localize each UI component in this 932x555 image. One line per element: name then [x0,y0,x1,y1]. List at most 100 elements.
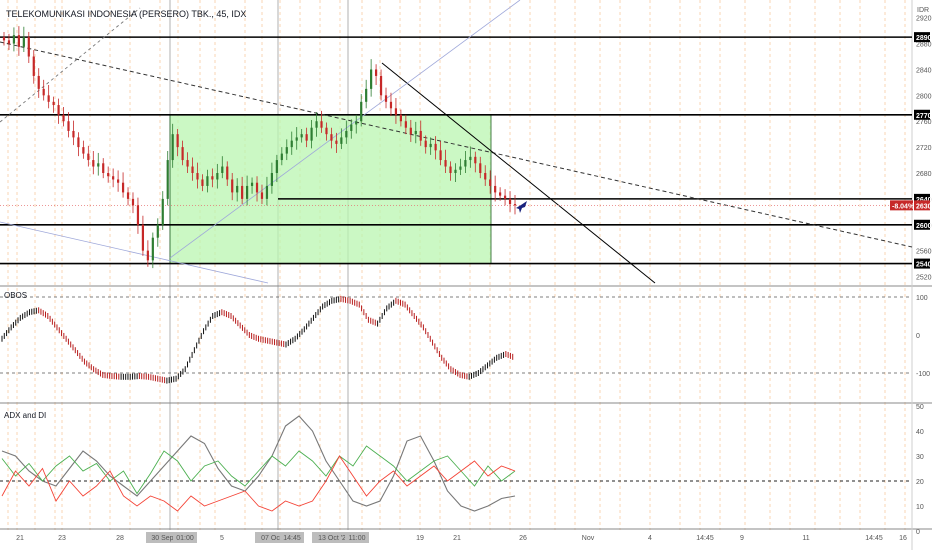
obos-label: OBOS [4,291,27,300]
candle-body [2,37,6,41]
candle-body [315,121,318,128]
candle-body [300,134,303,138]
x-axis-tick: 01:00 [176,535,194,542]
candle-body [92,160,95,167]
level-tag-text: 2540 [916,262,932,269]
currency-label: IDR [917,7,929,14]
adx-axis-tick: 30 [916,454,924,461]
candle-body [434,143,437,151]
obos-axis-tick: 0 [916,333,920,340]
x-tick-highlight [255,532,299,543]
candle-body [474,156,477,164]
candle-body [330,134,333,141]
candle-body [221,166,224,173]
candle-body [136,205,140,225]
candle-body [196,173,199,180]
candle-body [320,121,323,128]
price-axis-tick: 2840 [916,67,932,74]
candle-body [181,147,184,161]
x-axis-tick: 07 Oct '20 [261,535,293,542]
candle-body [87,153,90,161]
candle-body [245,185,249,199]
candle-body [7,40,11,44]
candle-body [444,160,447,167]
candle-body [484,173,487,180]
candle-body [62,114,65,122]
candle-body [27,37,30,57]
x-axis-tick: 30 Sep '20 [151,535,184,542]
x-tick-highlight [146,532,190,543]
candle-body [126,192,130,199]
candle-body [161,198,164,225]
candle-body [513,204,517,206]
adx-axis-tick: 50 [916,404,924,411]
x-axis-tick: 5 [220,535,224,542]
candle-body [265,185,269,199]
candle-body [77,137,80,148]
candle-body [191,166,194,173]
candle-body [399,114,402,122]
candle-body [97,163,100,167]
candle-body [305,134,308,141]
rocket-icon [516,201,527,213]
candle-body [419,130,422,141]
candle-body [365,88,368,102]
level-tag-text: 2890 [916,35,932,42]
candle-body [216,173,219,180]
adx-axis-tick: 0 [916,529,920,536]
candle-body [360,101,363,122]
candle-body [102,163,105,173]
candle-body [464,160,467,167]
x-axis-tick: 28 [116,535,124,542]
candle-body [255,182,259,193]
candle-body [260,192,264,199]
candle-body [17,35,20,47]
price-axis-tick: 2720 [916,145,932,152]
candle-body [489,179,492,186]
x-axis-tick: 21 [453,535,461,542]
candle-body [355,121,358,125]
candle-body [236,185,239,193]
candle-body [82,147,85,154]
x-axis-tick: 4 [648,535,652,542]
candle-body [107,173,110,177]
x-axis-tick: 11 [802,535,809,542]
candle-body [176,134,179,148]
di-minus-line [1,455,516,512]
candle-body [206,176,209,186]
candle-body [374,69,378,76]
candle-body [67,121,70,131]
dashed-trendline [0,41,913,248]
candle-body [250,182,254,186]
candle-body [414,130,417,135]
dashed-trendline-upper [0,7,141,123]
candle-body [280,153,283,161]
candle-body [295,137,298,141]
candle-body [141,224,145,251]
x-axis-tick: 16 [899,535,907,542]
candle-body [499,192,502,196]
candle-body [290,140,293,148]
candle-body [47,95,50,102]
x-axis-tick: 23 [58,535,66,542]
candle-body [166,160,169,199]
candle-body [325,127,328,135]
x-tick-highlight [280,532,304,543]
x-axis-tick: 21 [16,535,24,542]
candle-body [57,105,60,115]
candle-body [439,150,442,161]
candle-body [310,127,313,141]
candle-body [156,224,159,238]
candle-body [285,147,288,154]
channel-line [169,0,521,259]
descending-trendline [381,62,656,284]
candle-body [201,179,204,186]
chart-title: TELEKOMUNIKASI INDONESIA (PERSERO) TBK.,… [6,9,246,19]
level-tag-bg [914,219,930,230]
channel-line-lower [0,221,269,284]
x-tick-highlight [173,532,197,543]
x-axis-tick: 14:45 [283,535,301,542]
obos-axis-tick: -100 [916,371,930,378]
